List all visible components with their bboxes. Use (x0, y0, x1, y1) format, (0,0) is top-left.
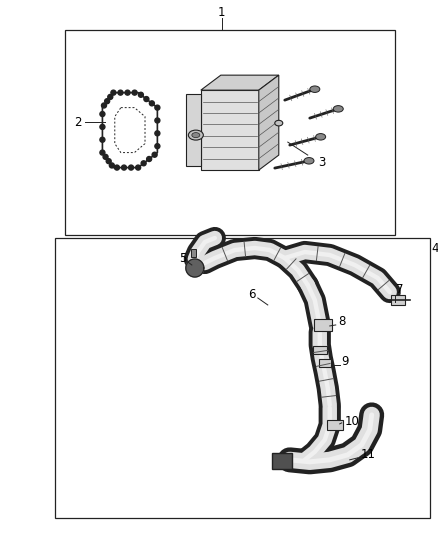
Circle shape (105, 99, 110, 104)
Polygon shape (201, 75, 279, 90)
Circle shape (155, 144, 160, 149)
Circle shape (141, 161, 146, 166)
Polygon shape (186, 259, 204, 277)
Circle shape (100, 124, 105, 130)
Circle shape (144, 96, 149, 102)
Circle shape (136, 165, 141, 170)
Bar (272, 453, 292, 469)
Text: 10: 10 (344, 415, 359, 429)
Circle shape (149, 101, 154, 106)
Text: 9: 9 (341, 356, 349, 368)
Bar (191, 248, 196, 256)
Bar (391, 295, 405, 305)
Bar (314, 319, 332, 331)
Text: 1: 1 (218, 6, 226, 19)
Circle shape (100, 137, 105, 142)
Circle shape (100, 150, 105, 155)
Circle shape (108, 94, 113, 100)
Ellipse shape (188, 130, 203, 140)
Ellipse shape (192, 133, 200, 138)
Circle shape (155, 118, 160, 123)
Text: 4: 4 (431, 241, 438, 255)
Ellipse shape (333, 106, 343, 112)
Text: 8: 8 (338, 316, 346, 328)
Circle shape (111, 90, 116, 95)
Circle shape (152, 152, 157, 157)
Text: 5: 5 (179, 252, 187, 264)
Bar (65, 30, 395, 235)
Circle shape (100, 111, 105, 117)
Text: 3: 3 (318, 156, 325, 168)
Circle shape (155, 131, 160, 136)
Circle shape (129, 165, 134, 170)
Text: 6: 6 (248, 288, 255, 302)
Circle shape (114, 165, 120, 170)
Circle shape (125, 90, 130, 95)
Polygon shape (259, 75, 279, 170)
Circle shape (110, 163, 114, 168)
Bar (55, 238, 430, 518)
Ellipse shape (316, 134, 325, 140)
Circle shape (118, 90, 123, 95)
Bar (313, 346, 327, 354)
Circle shape (106, 159, 111, 164)
Bar (319, 359, 331, 367)
Circle shape (147, 157, 152, 161)
Polygon shape (186, 94, 201, 166)
Circle shape (103, 155, 108, 159)
Circle shape (121, 165, 127, 170)
Ellipse shape (275, 120, 283, 126)
Circle shape (138, 92, 143, 98)
Ellipse shape (310, 86, 320, 92)
Text: 2: 2 (74, 116, 82, 128)
Circle shape (102, 103, 106, 108)
Bar (327, 420, 343, 430)
Text: 7: 7 (396, 284, 403, 296)
Circle shape (132, 90, 137, 95)
Ellipse shape (304, 158, 314, 164)
Circle shape (155, 105, 160, 110)
Polygon shape (201, 90, 259, 170)
Text: 11: 11 (360, 448, 375, 462)
